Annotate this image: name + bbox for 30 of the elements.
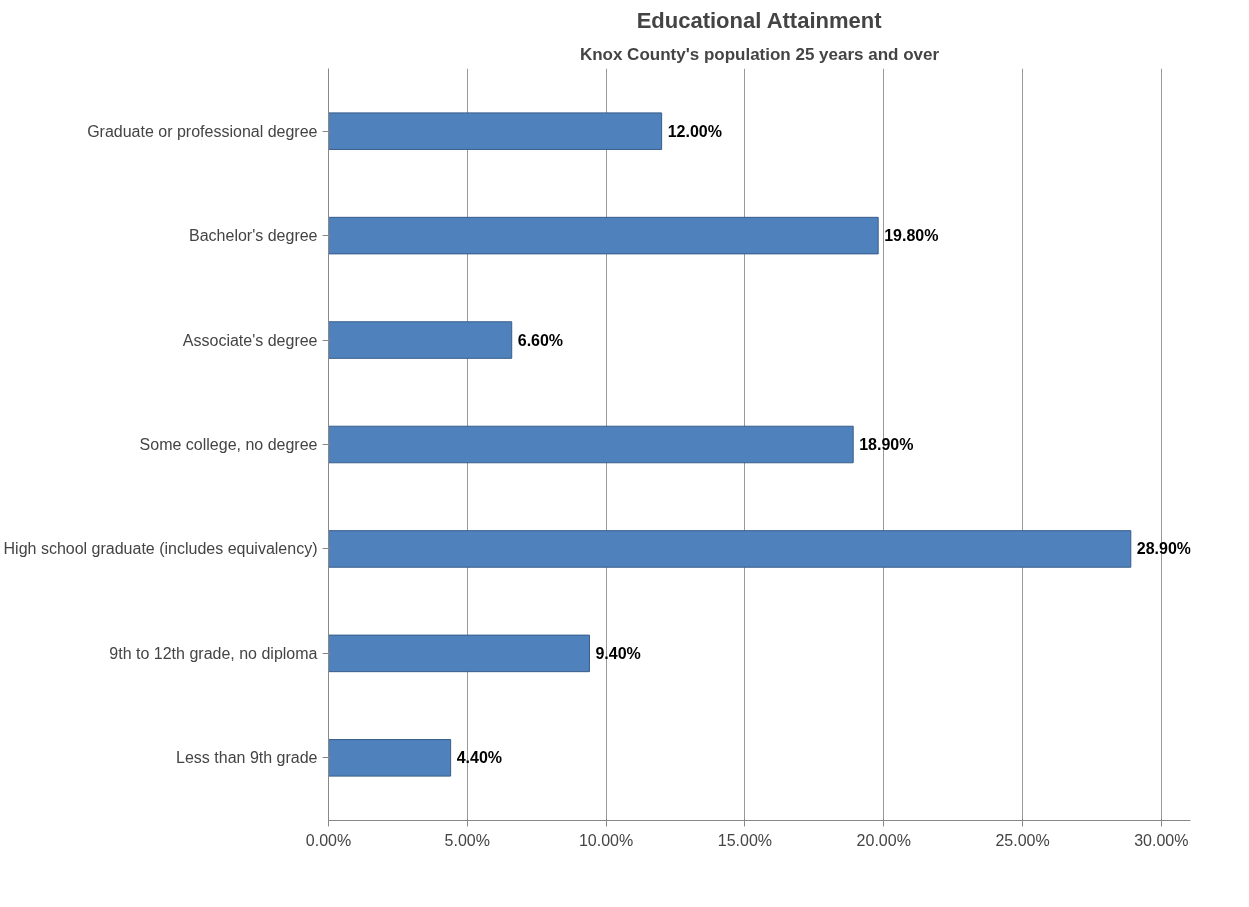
- y-tick-label: Bachelor's degree: [189, 227, 318, 245]
- bar: [328, 425, 854, 464]
- x-tick-label: 5.00%: [444, 831, 490, 849]
- data-label: 9.40%: [595, 644, 641, 662]
- chart-subtitle: Knox County's population 25 years and over: [579, 44, 940, 64]
- chart-title: Educational Attainment: [636, 7, 883, 33]
- data-label: 19.80%: [884, 227, 939, 245]
- y-tick-label: High school graduate (includes equivalency): [3, 540, 318, 558]
- x-tick-label: 10.00%: [578, 831, 634, 849]
- data-label: 6.60%: [517, 331, 564, 349]
- x-tick-label: 15.00%: [717, 831, 773, 849]
- x-tick-label: 25.00%: [995, 831, 1050, 849]
- data-label: 18.90%: [859, 436, 914, 453]
- bar: [328, 530, 1132, 568]
- x-tick-label: 20.00%: [856, 831, 911, 849]
- y-tick-label: 9th to 12th grade, no diploma: [109, 644, 318, 662]
- y-tick-label: Graduate or professional degree: [87, 122, 318, 140]
- y-tick-label: Some college, no degree: [139, 436, 318, 453]
- data-label: 4.40%: [456, 749, 503, 767]
- y-tick-label: Less than 9th grade: [176, 749, 318, 767]
- y-tick-label: Associate's degree: [182, 331, 318, 349]
- bar: [328, 112, 663, 150]
- bar: [328, 216, 879, 255]
- bar: [328, 634, 590, 673]
- data-label: 12.00%: [667, 122, 722, 140]
- bar: [328, 739, 452, 777]
- data-label: 28.90%: [1136, 540, 1192, 558]
- bar: [328, 321, 513, 359]
- x-tick-label: 30.00%: [1134, 831, 1189, 849]
- x-tick-label: 0.00%: [305, 831, 352, 849]
